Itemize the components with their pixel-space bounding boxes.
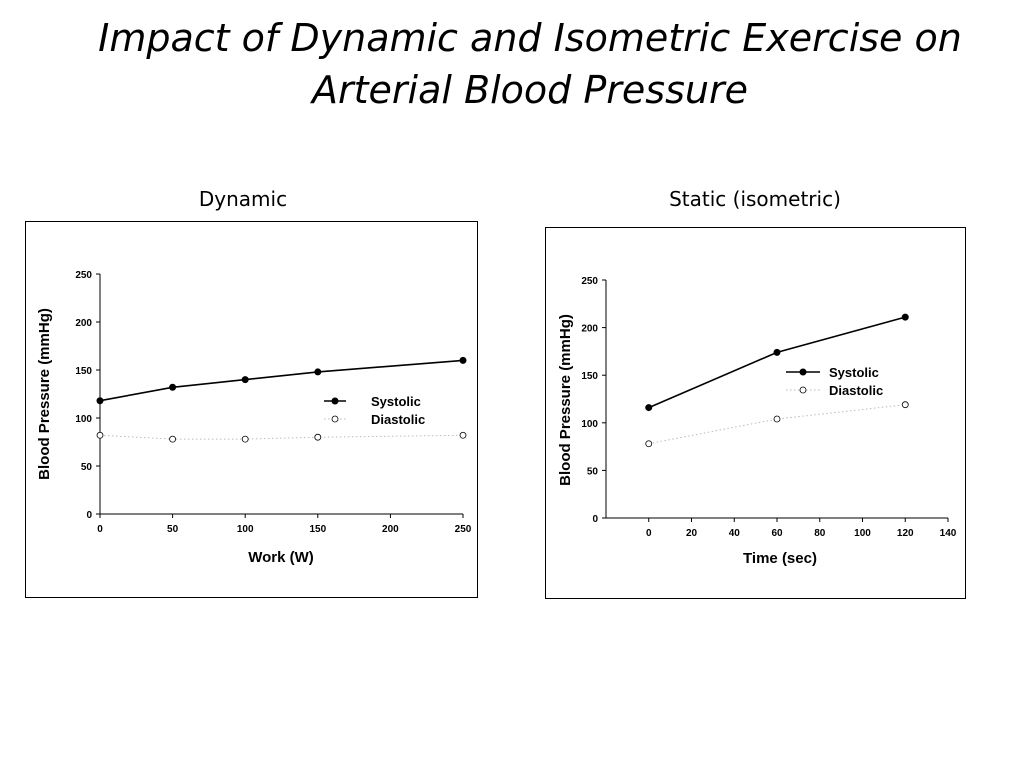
x-tick-label: 20 — [686, 528, 698, 539]
systolic-data-point — [314, 368, 322, 376]
dynamic-chart: 0 50 100 150 200 250 0 50 100 150 200 250 Work (W) Bl… — [36, 270, 472, 566]
y-tick-label: 0 — [592, 514, 598, 525]
legend-systolic-label: Systolic — [829, 365, 879, 380]
legend-systolic-marker — [799, 368, 807, 376]
x-tick-label: 60 — [771, 528, 783, 539]
x-axis-label: Time (sec) — [743, 550, 817, 567]
diastolic-data-point — [241, 435, 249, 443]
diastolic-data-point — [901, 401, 909, 409]
slide-title-line1: Impact of Dynamic and Isometric Exercise… — [98, 16, 962, 60]
systolic-data-point — [459, 356, 467, 364]
y-tick-label: 100 — [581, 419, 598, 430]
legend-diastolic-marker — [799, 386, 807, 394]
diastolic-data-point — [96, 431, 104, 439]
dynamic-caption: Dynamic — [198, 187, 288, 211]
dynamic-chart-frame: 0 50 100 150 200 250 0 50 100 150 200 250 Work (W) Bl… — [25, 221, 478, 598]
x-tick-label: 120 — [897, 528, 914, 539]
diastolic-data-point — [773, 415, 781, 423]
y-tick-label: 50 — [81, 462, 93, 473]
x-tick-label: 250 — [455, 524, 472, 535]
x-tick-label: 0 — [646, 528, 652, 539]
y-tick-label: 150 — [581, 371, 598, 382]
diastolic-series-line — [648, 404, 906, 445]
y-tick-label: 250 — [581, 276, 598, 287]
static-caption: Static (isometric) — [669, 187, 841, 211]
diastolic-data-point — [459, 431, 467, 439]
x-tick-label: 140 — [940, 528, 957, 539]
x-tick-label: 100 — [854, 528, 871, 539]
systolic-data-point — [241, 376, 249, 384]
diastolic-data-point — [169, 435, 177, 443]
slide-title: Impact of Dynamic and Isometric Exercise… — [60, 12, 1000, 116]
legend-systolic-marker — [331, 397, 339, 405]
systolic-data-point — [645, 404, 653, 412]
legend-diastolic-label: Diastolic — [829, 383, 883, 398]
x-tick-label: 80 — [814, 528, 826, 539]
x-tick-label: 150 — [309, 524, 326, 535]
y-tick-label: 200 — [581, 324, 598, 335]
static-chart-frame: 0 50 100 150 200 250 0 20 40 60 80 100 120 140 Time (s… — [545, 227, 966, 599]
y-tick-label: 50 — [587, 466, 599, 477]
x-tick-label: 200 — [382, 524, 399, 535]
y-tick-label: 200 — [75, 318, 92, 329]
y-axis-label: Blood Pressure (mmHg) — [36, 308, 53, 480]
systolic-data-point — [96, 397, 104, 405]
legend-diastolic-label: Diastolic — [371, 412, 425, 427]
legend-systolic-label: Systolic — [371, 394, 421, 409]
y-tick-label: 150 — [75, 366, 92, 377]
systolic-data-point — [901, 313, 909, 321]
legend-diastolic-marker — [331, 415, 339, 423]
diastolic-series-line — [99, 434, 464, 440]
slide-title-line2: Arterial Blood Pressure — [312, 68, 748, 112]
diastolic-data-point — [645, 440, 653, 448]
x-axis-label: Work (W) — [248, 549, 314, 566]
static-chart: 0 50 100 150 200 250 0 20 40 60 80 100 120 140 Time (s… — [557, 276, 957, 567]
x-tick-label: 0 — [97, 524, 103, 535]
systolic-data-point — [773, 348, 781, 356]
y-tick-label: 100 — [75, 414, 92, 425]
y-tick-label: 0 — [86, 510, 92, 521]
x-tick-label: 40 — [729, 528, 741, 539]
x-tick-label: 100 — [237, 524, 254, 535]
x-tick-label: 50 — [167, 524, 179, 535]
y-axis-label: Blood Pressure (mmHg) — [557, 314, 574, 486]
diastolic-data-point — [314, 433, 322, 441]
systolic-data-point — [169, 383, 177, 391]
y-tick-label: 250 — [75, 270, 92, 281]
